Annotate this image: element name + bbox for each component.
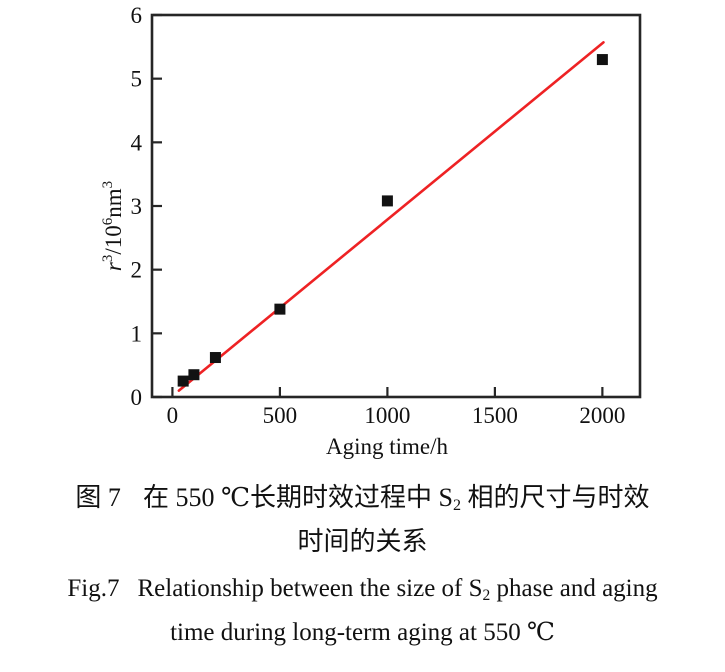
caption-chinese: 图 7 在 550 ℃长期时效过程中 S2 相的尺寸与时效 时间的关系 <box>0 476 725 564</box>
scatter-chart: 0 500 1000 1500 2000 0 1 2 3 4 5 6 Aging time/h r3/10… <box>100 3 642 459</box>
fit-line <box>177 41 605 392</box>
y-axis-label: r3/106nm3 <box>100 181 126 271</box>
y-tick-label: 1 <box>131 321 143 346</box>
y-tick-label: 4 <box>131 130 143 155</box>
x-tick-label: 1000 <box>364 403 410 428</box>
caption-english-line1: Fig.7 Relationship between the size of S2… <box>0 567 725 611</box>
caption-english: Fig.7 Relationship between the size of S2… <box>0 567 725 655</box>
y-tick-label: 2 <box>131 258 143 283</box>
x-tick-label: 2000 <box>579 403 625 428</box>
figure-number-english: Fig.7 <box>67 575 120 602</box>
phase-subscript: 2 <box>482 586 491 604</box>
data-point <box>596 54 608 66</box>
data-point <box>381 195 393 207</box>
caption-chinese-text-post: 相的尺寸与时效 <box>461 483 650 512</box>
data-point <box>188 369 200 381</box>
plot-box <box>150 13 642 399</box>
svg-text:r3/106nm3: r3/106nm3 <box>100 181 126 271</box>
x-tick-label: 1500 <box>472 403 518 428</box>
caption-chinese-line1: 图 7 在 550 ℃长期时效过程中 S2 相的尺寸与时效 <box>0 476 725 520</box>
y-tick-label: 6 <box>131 3 143 28</box>
x-tick-label: 500 <box>263 403 298 428</box>
caption-english-line2: time during long-term aging at 550 ℃ <box>170 619 555 646</box>
caption-english-text-post: phase and aging <box>490 575 658 602</box>
x-axis-label: Aging time/h <box>326 434 449 459</box>
data-point <box>209 352 221 364</box>
phase-subscript: 2 <box>452 497 462 515</box>
x-tick-label: 0 <box>167 403 179 428</box>
data-point <box>177 375 189 387</box>
data-point <box>274 303 286 315</box>
y-tick-label: 5 <box>131 67 143 92</box>
figure-number-chinese: 图 7 <box>75 483 121 512</box>
caption-chinese-text-pre: 在 550 ℃长期时效过程中 S <box>142 483 453 512</box>
caption-english-text-pre: Relationship between the size of S <box>137 575 483 602</box>
y-tick-label: 0 <box>131 385 143 410</box>
caption-chinese-line2: 时间的关系 <box>297 527 428 556</box>
y-tick-label: 3 <box>131 194 143 219</box>
